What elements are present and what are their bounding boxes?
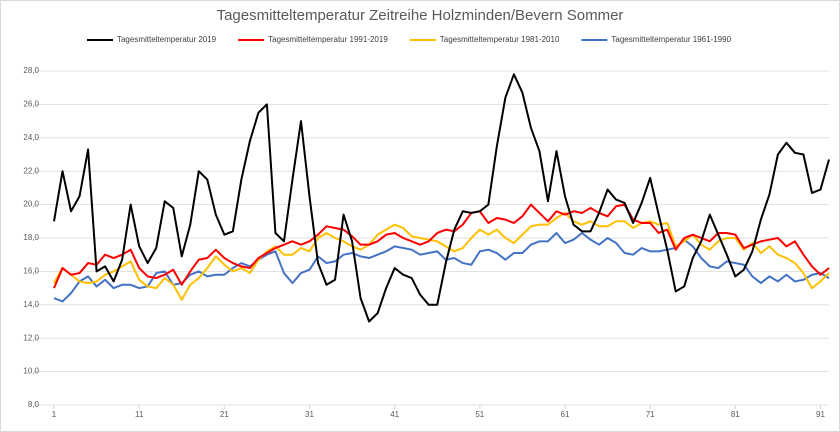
y-tick-label: 22,0 [23, 166, 39, 175]
x-tick-label: 71 [646, 410, 655, 419]
x-tick-label: 41 [390, 410, 399, 419]
y-tick-label: 16,0 [23, 267, 39, 276]
x-tick-label: 51 [475, 410, 484, 419]
y-tick-label: 12,0 [23, 333, 39, 342]
x-tick-label: 81 [731, 410, 740, 419]
x-tick-label: 1 [52, 410, 57, 419]
y-tick-label: 28,0 [23, 66, 39, 75]
legend-label: Tagesmitteltemperatur 2019 [117, 35, 217, 44]
y-tick-label: 26,0 [23, 100, 39, 109]
x-tick-label: 91 [816, 410, 825, 419]
legend-label: Tagesmitteltemperatur 1961-1990 [611, 35, 731, 44]
series-line [53, 73, 830, 323]
y-tick-label: 24,0 [23, 133, 39, 142]
y-tick-label: 10,0 [23, 367, 39, 376]
x-tick-label: 21 [220, 410, 229, 419]
legend-label: Tagesmitteltemperatur 1991-2019 [268, 35, 388, 44]
y-tick-label: 18,0 [23, 233, 39, 242]
y-tick-label: 14,0 [23, 300, 39, 309]
x-tick-label: 31 [305, 410, 314, 419]
y-tick-label: 8,0 [28, 400, 40, 409]
series-line [53, 203, 830, 289]
chart-title: Tagesmitteltemperatur Zeitreihe Holzmind… [217, 7, 624, 24]
x-tick-label: 61 [561, 410, 570, 419]
legend-label: Tagesmitteltemperatur 1981-2010 [440, 35, 560, 44]
x-tick-label: 11 [135, 410, 144, 419]
y-tick-label: 20,0 [23, 200, 39, 209]
